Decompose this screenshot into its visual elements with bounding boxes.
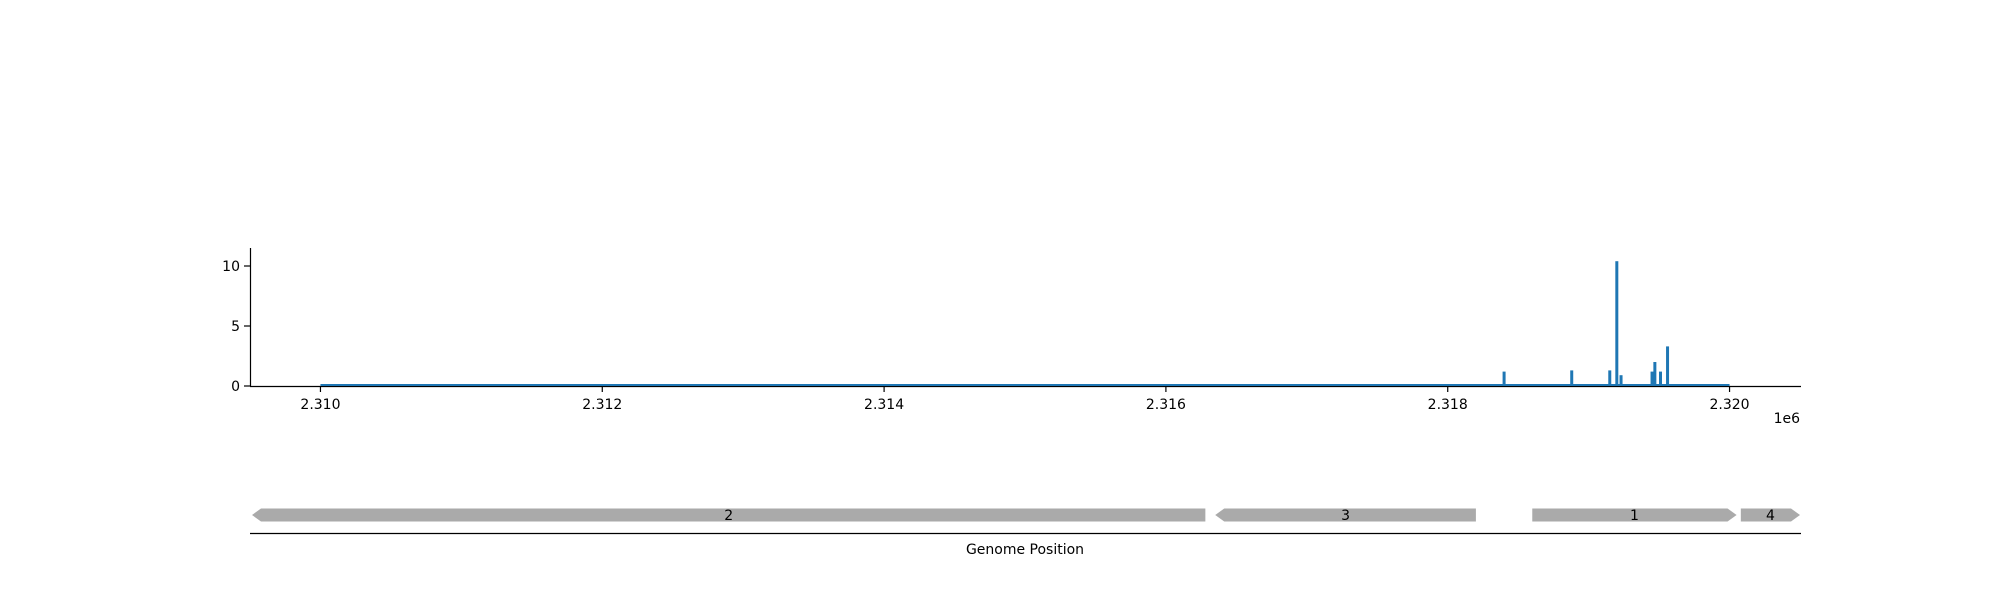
x-axis-offset-label: 1e6 — [1774, 411, 1801, 427]
gene-track-xlabel: Genome Position — [966, 542, 1084, 558]
y-tick-label: 0 — [231, 379, 240, 395]
coverage-spikes — [1502, 261, 1670, 386]
coverage-spike — [1570, 370, 1574, 386]
gene-feature-label: 1 — [1630, 508, 1639, 524]
coverage-spike — [1502, 371, 1506, 386]
coverage-spike — [1666, 346, 1670, 386]
coverage-plot: 2.310 2.312 2.314 2.316 2.318 2.320 0 5 10 1e6 — [222, 248, 1801, 427]
y-tick-label: 10 — [222, 259, 240, 275]
gene-track: 2 3 1 4 Genome Position — [250, 508, 1801, 558]
coverage-spike — [1650, 371, 1654, 386]
x-tick-label: 2.314 — [864, 397, 904, 413]
x-tick-label: 2.312 — [582, 397, 622, 413]
gene-feature-label: 4 — [1766, 508, 1775, 524]
x-tick-label: 2.318 — [1428, 397, 1468, 413]
coverage-spike — [1659, 371, 1662, 386]
x-tick-label: 2.316 — [1146, 397, 1186, 413]
y-tick-label: 5 — [231, 319, 240, 335]
coverage-spike — [1615, 261, 1619, 386]
gene-feature-arrow — [1740, 508, 1800, 522]
gene-feature-arrow — [252, 508, 1206, 522]
coverage-spike — [1608, 370, 1612, 386]
gene-feature-label: 2 — [724, 508, 733, 524]
gene-features: 2 3 1 4 — [252, 508, 1800, 524]
y-axis-ticks: 0 5 10 — [222, 259, 250, 395]
gene-feature-arrow — [1532, 508, 1737, 522]
x-tick-label: 2.310 — [300, 397, 340, 413]
gene-feature-arrow — [1215, 508, 1476, 522]
coverage-spike — [1653, 362, 1657, 386]
x-tick-label: 2.320 — [1709, 397, 1749, 413]
coverage-spike — [1619, 375, 1623, 386]
x-axis-ticks: 2.310 2.312 2.314 2.316 2.318 2.320 — [300, 386, 1750, 413]
gene-feature-label: 3 — [1341, 508, 1350, 524]
